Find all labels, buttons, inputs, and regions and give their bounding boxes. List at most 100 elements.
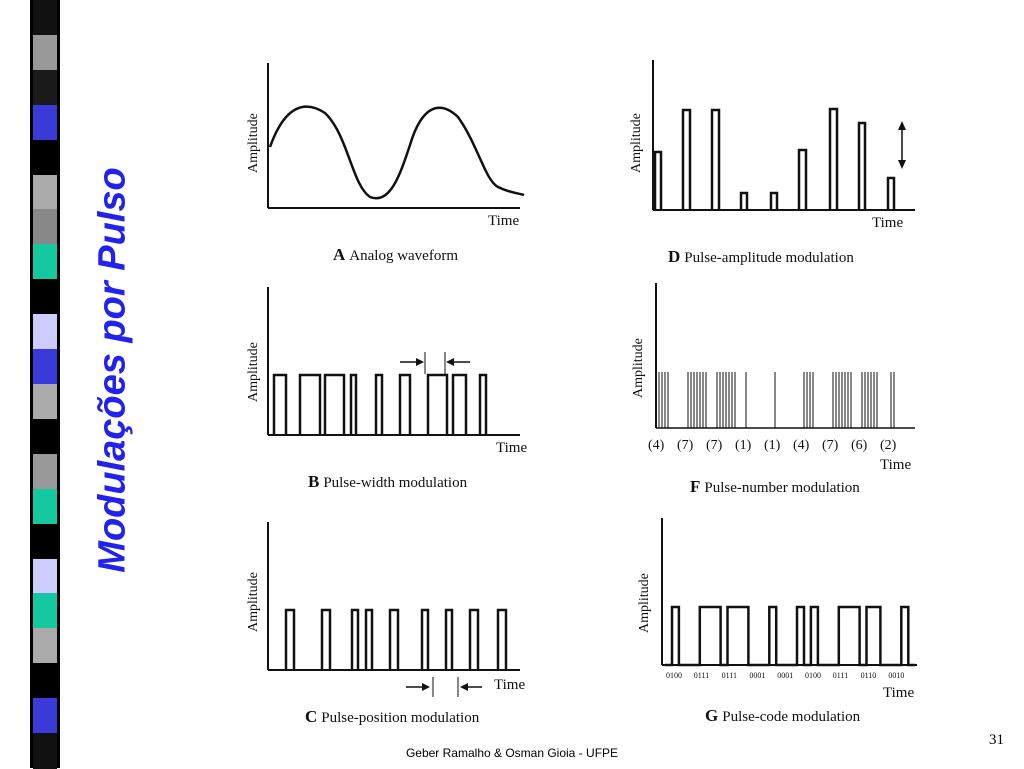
ppm-pulse: [444, 608, 454, 670]
stripe-segment: [33, 558, 57, 595]
binary-code-label: 0100: [666, 671, 682, 680]
pulse-count-label: (2): [880, 438, 897, 453]
g-x-axis-label: Time: [883, 685, 915, 701]
stripe-segment: [33, 104, 57, 141]
binary-code-label: 0100: [805, 671, 821, 680]
stripe-segment: [33, 244, 57, 281]
slide-title: Modulações por Pulso: [91, 167, 134, 573]
pa-arrow-up-head: [898, 121, 906, 130]
g-caption-letter: G: [705, 706, 719, 725]
ppm-pulse: [388, 608, 400, 670]
pwm-pulse: [272, 373, 288, 435]
d-caption: D Pulse-amplitude modulation: [668, 247, 854, 267]
panel-pulse-amplitude: Amplitude Time D Pulse-amplitude modulati…: [615, 55, 925, 270]
b-caption-text: Pulse-width modulation: [323, 475, 468, 491]
pulse-width-plot: [267, 287, 520, 436]
pp-arrow-left-head: [422, 683, 430, 691]
a-x-axis-label: Time: [488, 213, 520, 229]
ppm-pulse: [496, 608, 508, 670]
f-caption: F Pulse-number modulation: [690, 477, 860, 497]
b-caption-letter: B: [308, 472, 320, 491]
g-caption: G Pulse-code modulation: [705, 706, 860, 726]
a-caption-letter: A: [333, 245, 346, 264]
binary-code-label: 0001: [777, 671, 794, 680]
stripe-segment: [33, 279, 57, 316]
stripe-segment: [33, 523, 57, 560]
pa-arrow-down-head: [898, 160, 906, 169]
d-caption-text: Pulse-amplitude modulation: [684, 250, 854, 266]
panel-pulse-position: Amplitude Time C Pulse-position modulatio…: [230, 520, 540, 735]
pulse-count-label: (4): [648, 438, 665, 453]
g-caption-text: Pulse-code modulation: [722, 709, 861, 725]
stripe-segment: [33, 0, 57, 36]
pulse-count-label: (6): [851, 438, 868, 453]
pw-arrow-right-head: [446, 358, 454, 366]
page-number: 31: [989, 732, 1004, 748]
binary-code-label: 0111: [832, 671, 849, 680]
stripe-segment: [33, 733, 57, 769]
panel-pulse-number: Amplitude (4) (7) (7) (1) (1) (4) (7) (6) (2) Ti…: [615, 280, 925, 505]
stripe-segment: [33, 139, 57, 176]
pulse-amplitude-plot: [652, 60, 915, 211]
d-y-axis-label: Amplitude: [629, 113, 644, 173]
ppm-pulse: [420, 608, 430, 670]
binary-code-label: 0110: [860, 671, 877, 680]
pam-pulse: [769, 191, 779, 210]
pam-pulse: [797, 148, 808, 210]
pwm-pulse: [398, 373, 412, 435]
pam-pulse: [653, 150, 663, 210]
stripe-segment: [33, 314, 57, 351]
stripe-segment: [33, 418, 57, 455]
f-y-axis-label: Amplitude: [631, 338, 646, 398]
pwm-pulse: [349, 373, 358, 435]
pp-arrow-right-head: [460, 683, 468, 691]
pulse-code-plot: [661, 518, 917, 667]
stripe-segment: [33, 69, 57, 106]
b-y-axis-label: Amplitude: [246, 342, 261, 402]
pwm-pulse: [323, 373, 346, 435]
binary-code-label: 0111: [693, 671, 710, 680]
stripe-segment: [33, 663, 57, 700]
stripe-segment: [33, 209, 57, 246]
c-x-axis-label: Time: [494, 677, 526, 693]
pwm-pulse: [374, 373, 384, 435]
panel-pulse-width: Amplitude Time B Pulse-width modulation: [230, 282, 530, 497]
c-y-axis-label: Amplitude: [246, 572, 261, 632]
b-caption: B Pulse-width modulation: [308, 472, 467, 492]
binary-code-label: 0010: [888, 671, 905, 680]
d-x-axis-label: Time: [872, 215, 904, 231]
c-caption: C Pulse-position modulation: [305, 707, 479, 727]
pam-pulse: [739, 191, 749, 210]
stripe-segment: [33, 174, 57, 211]
stripe-segment: [33, 34, 57, 71]
stripe-segment: [33, 384, 57, 420]
ppm-pulse: [284, 608, 296, 670]
binary-code-label: 0111: [721, 671, 737, 680]
stripe-segment: [33, 488, 57, 525]
ppm-pulse: [350, 608, 360, 670]
pam-pulse: [886, 176, 896, 210]
ppm-pulse: [364, 608, 374, 670]
panel-analog-waveform: Amplitude Time A Analog waveform: [230, 55, 530, 270]
analog-wave-curve: [268, 105, 525, 200]
analog-waveform-plot: [267, 63, 525, 209]
a-caption: A Analog waveform: [333, 245, 458, 265]
a-y-axis-label: Amplitude: [246, 113, 261, 173]
stripe-segment: [33, 698, 57, 735]
a-caption-text: Analog waveform: [349, 248, 458, 264]
pulse-count-label: (7): [822, 438, 839, 453]
pam-pulse: [857, 121, 867, 210]
stripe-segment: [33, 628, 57, 665]
pulse-number-plot: [655, 283, 915, 429]
pwm-pulse: [478, 373, 488, 435]
pcm-waveform: [665, 605, 916, 667]
b-x-axis-label: Time: [496, 440, 528, 456]
stripe-segment: [33, 593, 57, 630]
decorative-stripe: [30, 0, 60, 769]
c-caption-letter: C: [305, 707, 318, 726]
pulse-position-plot: [267, 522, 520, 697]
pulse-count-label: (1): [735, 438, 752, 453]
pw-arrow-left-head: [416, 358, 424, 366]
d-caption-letter: D: [668, 247, 681, 266]
binary-code-label: 0001: [749, 671, 766, 680]
